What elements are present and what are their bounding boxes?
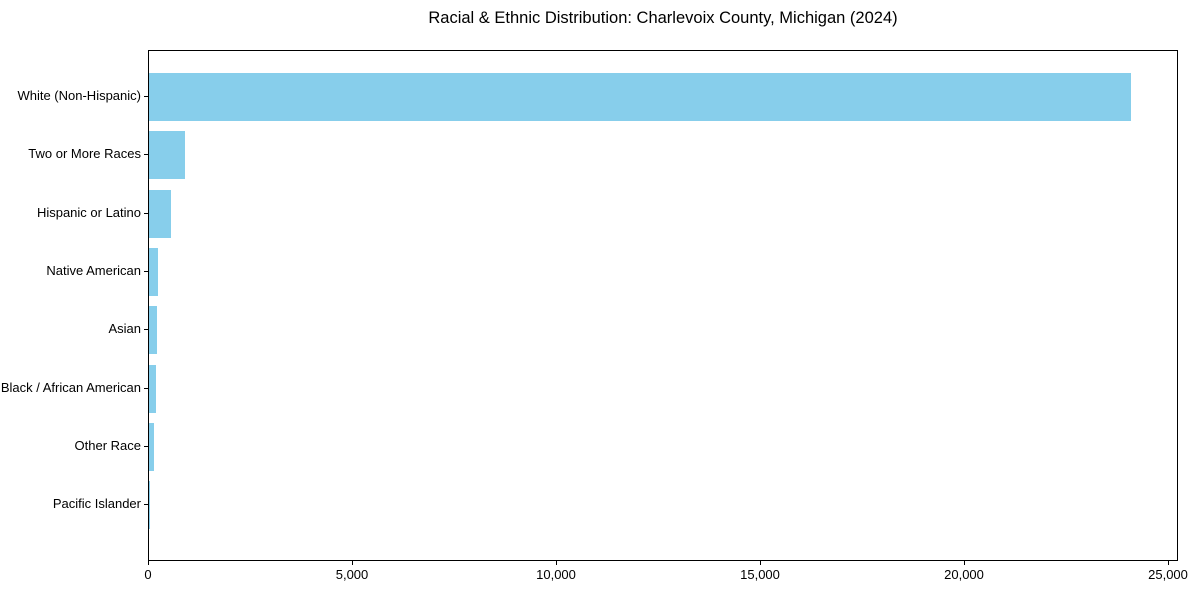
y-tick-label-pacific-islander: Pacific Islander: [52, 496, 141, 512]
y-tick-label-hispanic-or-latino: Hispanic or Latino: [36, 204, 141, 220]
x-tick-label-25000: 25,000: [1148, 567, 1188, 582]
bar-asian: [149, 306, 157, 355]
y-tick-mark: [144, 154, 148, 156]
x-tick-label-5000: 5,000: [335, 567, 369, 582]
y-tick-mark: [144, 387, 148, 389]
x-tick-mark: [351, 561, 353, 565]
x-tick-mark: [759, 561, 761, 565]
y-tick-mark: [144, 212, 148, 214]
x-tick-label-0: 0: [144, 567, 152, 582]
y-tick-mark: [144, 329, 148, 331]
y-tick-label-native-american: Native American: [46, 262, 141, 278]
bar-native-american: [149, 247, 158, 296]
bar-black-african-american: [149, 364, 156, 413]
x-tick-mark: [147, 561, 149, 565]
bar-two-or-more-races: [149, 131, 186, 180]
bar-other-race: [149, 422, 154, 471]
y-tick-mark: [144, 270, 148, 272]
x-tick-mark: [963, 561, 965, 565]
y-tick-label-white-non-hispanic: White (Non-Hispanic): [17, 88, 141, 103]
x-tick-label-10000: 10,000: [536, 567, 576, 582]
y-tick-label-black-african-american: Black / African American: [0, 379, 141, 395]
y-tick-mark: [144, 445, 148, 447]
y-tick-label-other-race: Other Race: [74, 437, 141, 453]
x-tick-mark: [555, 561, 557, 565]
x-tick-label-20000: 20,000: [944, 567, 984, 582]
y-tick-label-two-or-more-races: Two or More Races: [28, 146, 141, 162]
plot-area: [148, 50, 1178, 561]
bar-hispanic-or-latino: [149, 189, 172, 238]
y-tick-mark: [144, 504, 148, 506]
y-tick-label-asian: Asian: [108, 321, 141, 337]
y-tick-mark: [144, 96, 148, 97]
chart-title: Racial & Ethnic Distribution: Charlevoix…: [428, 9, 898, 27]
bar-white-non-hispanic: [149, 73, 1132, 121]
x-tick-mark: [1167, 561, 1169, 565]
x-tick-label-15000: 15,000: [740, 567, 780, 582]
